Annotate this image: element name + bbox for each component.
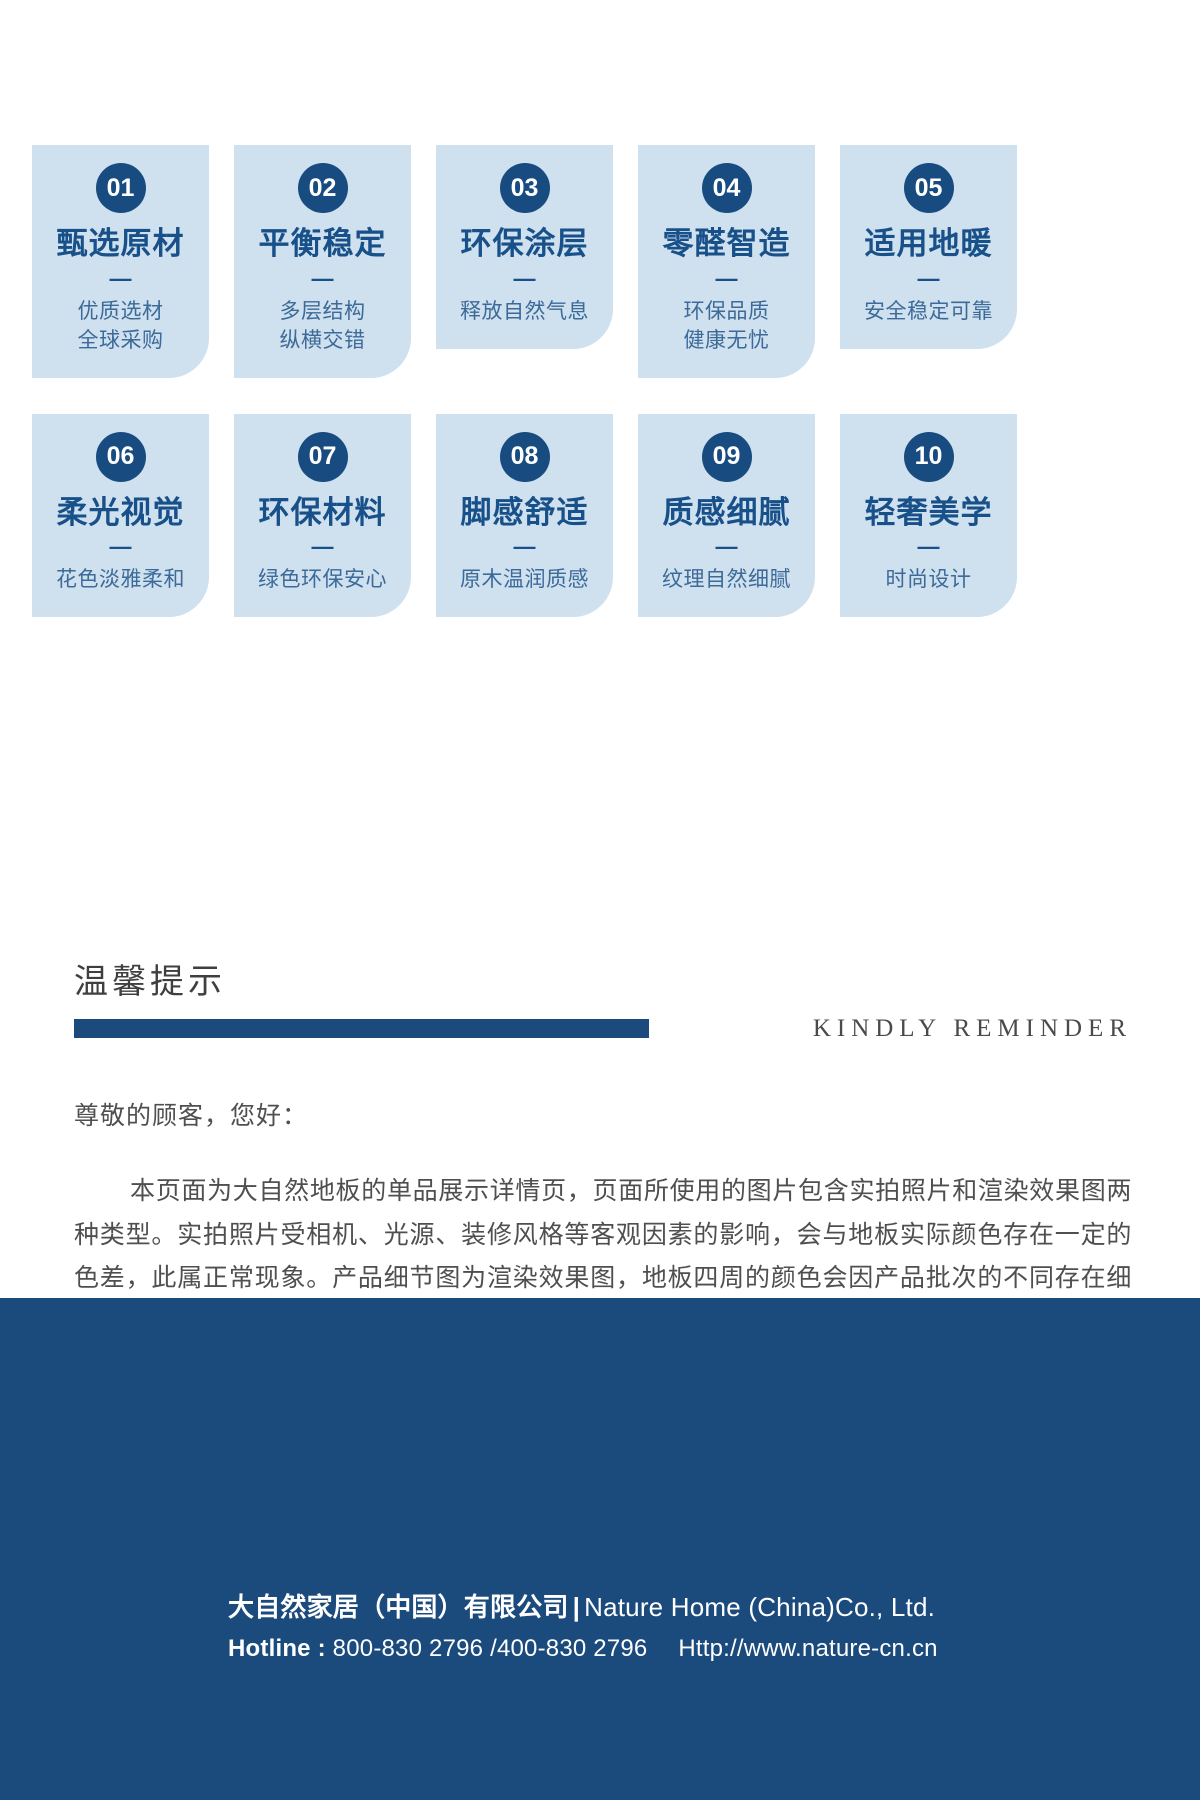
feature-divider-dash: — bbox=[715, 534, 738, 560]
feature-card-04[interactable]: 04 零醛智造 — 环保品质 健康无忧 bbox=[638, 145, 815, 378]
reminder-title-en: KINDLY REMINDER bbox=[812, 1014, 1132, 1042]
feature-subtitle: 释放自然气息 bbox=[460, 299, 589, 323]
feature-number-badge: 02 bbox=[297, 163, 348, 213]
reminder-greeting: 尊敬的顾客，您好： bbox=[74, 1101, 309, 1130]
feature-number-badge: 05 bbox=[903, 163, 954, 213]
feature-card-10[interactable]: 10 轻奢美学 — 时尚设计 bbox=[840, 413, 1017, 618]
feature-row-2: 06 柔光视觉 — 花色淡雅柔和 07 环保材料 — 绿色环保安心 08 脚感舒… bbox=[0, 413, 1200, 618]
feature-card-01[interactable]: 01 甄选原材 — 优质选材 全球采购 bbox=[32, 145, 209, 378]
feature-divider-dash: — bbox=[109, 265, 132, 291]
feature-divider-dash: — bbox=[109, 534, 132, 560]
feature-divider-dash: — bbox=[513, 534, 536, 560]
feature-subtitle: 安全稳定可靠 bbox=[864, 299, 993, 323]
feature-subtitle: 时尚设计 bbox=[885, 568, 972, 592]
feature-divider-dash: — bbox=[917, 534, 940, 560]
feature-title: 环保涂层 bbox=[460, 226, 589, 261]
footer-hotline-value: 800-830 2796 /400-830 2796 bbox=[332, 1635, 648, 1662]
feature-title: 质感细腻 bbox=[662, 494, 791, 530]
feature-divider-dash: — bbox=[513, 265, 536, 291]
feature-divider-dash: — bbox=[917, 265, 940, 291]
feature-card-07[interactable]: 07 环保材料 — 绿色环保安心 bbox=[234, 413, 411, 618]
footer-contact-line: Hotline : 800-830 2796 /400-830 2796 Htt… bbox=[228, 1631, 938, 1667]
feature-title: 适用地暖 bbox=[864, 226, 993, 261]
kindly-reminder-section: 温馨提示 KINDLY REMINDER 尊敬的顾客，您好： 本页面为大自然地板… bbox=[0, 962, 1200, 1345]
feature-number-badge: 08 bbox=[499, 431, 550, 482]
feature-card-09[interactable]: 09 质感细腻 — 纹理自然细腻 bbox=[638, 413, 815, 618]
feature-title: 柔光视觉 bbox=[56, 494, 185, 530]
feature-title: 脚感舒适 bbox=[460, 494, 589, 530]
footer-content: 大自然家居（中国）有限公司 | Nature Home (China)Co., Lt… bbox=[228, 1588, 938, 1667]
footer-company-en: Nature Home (China)Co., Ltd. bbox=[584, 1592, 936, 1622]
feature-subtitle: 花色淡雅柔和 bbox=[56, 568, 185, 592]
feature-number-badge: 04 bbox=[701, 163, 752, 213]
feature-number-badge: 03 bbox=[499, 163, 550, 213]
feature-title: 甄选原材 bbox=[56, 226, 185, 261]
feature-number-badge: 06 bbox=[95, 431, 146, 482]
feature-card-03[interactable]: 03 环保涂层 — 释放自然气息 bbox=[436, 145, 613, 349]
feature-grid: 01 甄选原材 — 优质选材 全球采购 02 平衡稳定 — 多层结构 纵横交错 … bbox=[0, 0, 1200, 618]
feature-subtitle: 原木温润质感 bbox=[460, 568, 589, 592]
reminder-title-cn: 温馨提示 bbox=[74, 963, 226, 1001]
feature-card-05[interactable]: 05 适用地暖 — 安全稳定可靠 bbox=[840, 145, 1017, 349]
footer-company-cn: 大自然家居（中国）有限公司 bbox=[228, 1592, 569, 1622]
feature-title: 轻奢美学 bbox=[864, 494, 993, 530]
reminder-heading-rule: KINDLY REMINDER bbox=[74, 1015, 1132, 1043]
feature-title: 环保材料 bbox=[258, 494, 387, 530]
feature-card-02[interactable]: 02 平衡稳定 — 多层结构 纵横交错 bbox=[234, 145, 411, 378]
feature-subtitle: 多层结构 纵横交错 bbox=[279, 299, 366, 352]
reminder-inner: 温馨提示 KINDLY REMINDER 尊敬的顾客，您好： 本页面为大自然地板… bbox=[74, 962, 1132, 1345]
feature-subtitle: 纹理自然细腻 bbox=[662, 568, 791, 592]
feature-subtitle: 环保品质 健康无忧 bbox=[683, 299, 770, 352]
feature-row-1: 01 甄选原材 — 优质选材 全球采购 02 平衡稳定 — 多层结构 纵横交错 … bbox=[0, 145, 1200, 378]
feature-divider-dash: — bbox=[311, 534, 334, 560]
footer-company-line: 大自然家居（中国）有限公司 | Nature Home (China)Co., Lt… bbox=[228, 1588, 938, 1627]
feature-card-06[interactable]: 06 柔光视觉 — 花色淡雅柔和 bbox=[32, 413, 209, 618]
feature-title: 平衡稳定 bbox=[258, 226, 387, 261]
feature-subtitle: 绿色环保安心 bbox=[258, 568, 387, 592]
reminder-blue-bar bbox=[74, 1019, 649, 1039]
footer-website-link[interactable]: Http://www.nature-cn.cn bbox=[678, 1635, 938, 1662]
feature-number-badge: 07 bbox=[297, 431, 348, 482]
footer-hotline-label: Hotline : bbox=[228, 1635, 326, 1662]
feature-number-badge: 09 bbox=[701, 431, 752, 482]
feature-divider-dash: — bbox=[715, 265, 738, 291]
feature-number-badge: 10 bbox=[903, 431, 954, 482]
feature-number-badge: 01 bbox=[95, 163, 146, 213]
feature-card-08[interactable]: 08 脚感舒适 — 原木温润质感 bbox=[436, 413, 613, 618]
footer-separator: | bbox=[572, 1592, 581, 1622]
feature-divider-dash: — bbox=[311, 265, 334, 291]
page-footer: 大自然家居（中国）有限公司 | Nature Home (China)Co., Lt… bbox=[0, 1298, 1200, 1800]
feature-title: 零醛智造 bbox=[662, 226, 791, 261]
feature-subtitle: 优质选材 全球采购 bbox=[77, 299, 164, 352]
